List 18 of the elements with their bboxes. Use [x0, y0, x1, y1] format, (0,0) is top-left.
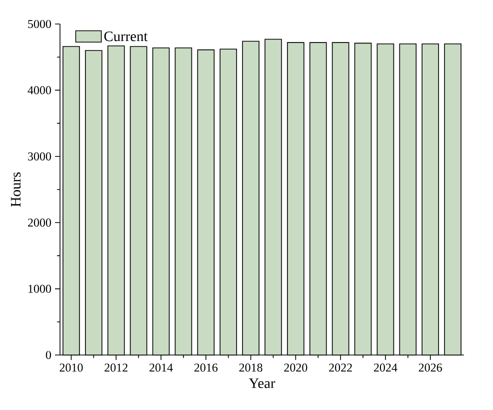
x-axis-title: Year	[248, 378, 276, 388]
x-tick-label: 2026	[418, 364, 442, 372]
x-tick-label: 2024	[374, 364, 398, 372]
y-tick-label: 0	[46, 350, 52, 360]
y-tick-label: 1000	[28, 284, 52, 293]
x-tick-label: 2020	[284, 364, 308, 372]
x-tick-label: 2010	[60, 364, 83, 372]
x-tick-label: 2022	[329, 364, 352, 372]
y-axis-title: Hours	[11, 172, 21, 207]
x-tick-label: 2014	[150, 364, 173, 372]
x-tick-label: 2012	[104, 364, 128, 372]
y-tick-label: 3000	[28, 152, 52, 160]
x-tick-label: 2018	[239, 364, 262, 372]
y-tick-label: 4000	[28, 86, 52, 94]
y-tick-label: 5000	[28, 20, 52, 28]
y-tick-label: 2000	[28, 218, 52, 227]
legend-label: Current	[104, 32, 148, 42]
x-tick-label: 2016	[194, 364, 218, 372]
